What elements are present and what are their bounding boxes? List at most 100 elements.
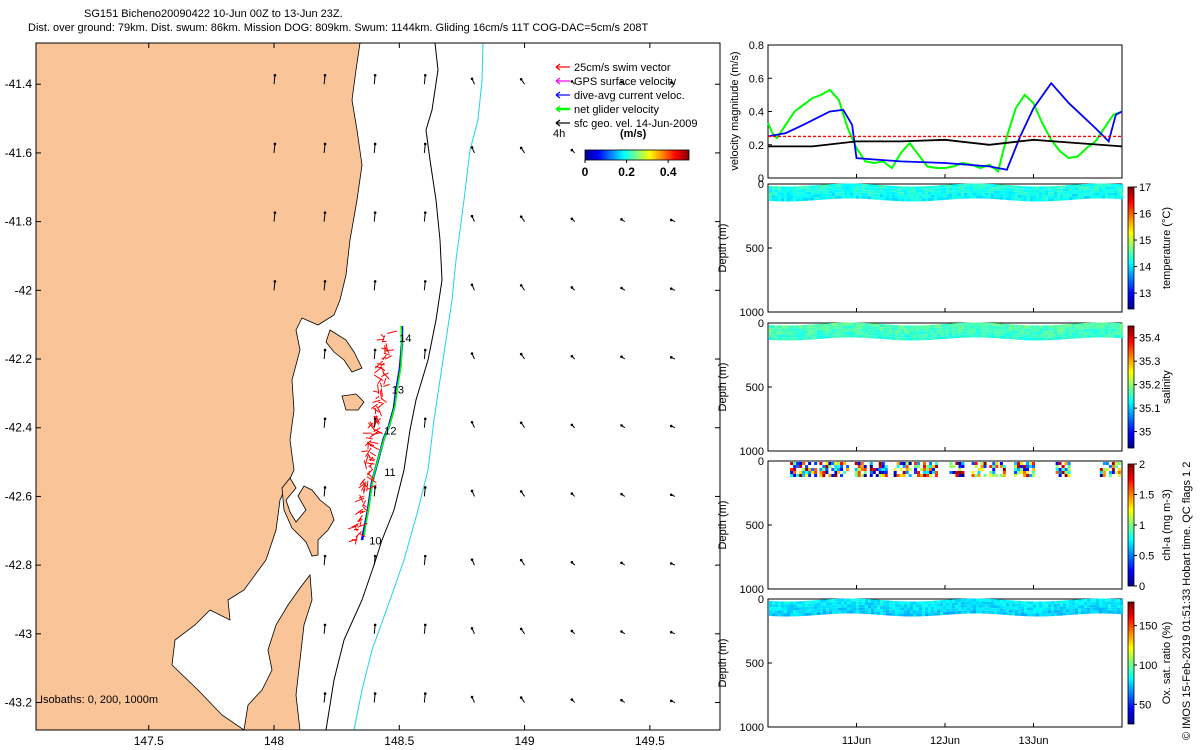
velocity-panel: 0 0.2 0.4 0.6 0.8 velocity magnitude (m/s) <box>729 40 1123 185</box>
sfc-vector-head <box>519 352 523 356</box>
profile-colorbar-tick-label: 35.4 <box>1139 333 1160 345</box>
sfc-vector-head <box>570 698 574 701</box>
swim-vector <box>383 377 387 385</box>
sfc-vector-head <box>669 287 673 290</box>
swim-vector <box>384 349 395 352</box>
swim-vector <box>365 437 373 440</box>
sfc-vector-head <box>323 211 327 214</box>
profile-colorbar-tick-label: 35 <box>1139 427 1151 439</box>
speed-colorbar-ticks: 0 0.2 0.4 <box>582 160 677 179</box>
map-xtick-label: 149 <box>515 734 535 748</box>
sfc-vector-head <box>470 489 474 493</box>
legend-arrowhead <box>555 77 561 85</box>
sfc-vector-head <box>373 554 377 558</box>
velocity-ytick-label: 0.8 <box>749 40 764 52</box>
sfc-vector-head <box>373 417 377 421</box>
sfc-vector-head <box>519 284 523 287</box>
sfc-vector-head <box>373 692 377 695</box>
depth-ytick-label: 0 <box>758 594 764 606</box>
sfc-vector-head <box>669 493 673 497</box>
peninsula-land <box>243 573 313 730</box>
swim-vector <box>359 510 366 515</box>
map-ytick-label: -42.4 <box>5 421 33 435</box>
track-day-labels: 10 11 12 13 14 <box>369 333 411 548</box>
sfc-vector-head <box>570 148 574 152</box>
sfc-vector-head <box>423 348 427 352</box>
map-xtick-label: 148.5 <box>384 734 414 748</box>
profile-colorbar-tick-label: 35.3 <box>1139 356 1160 368</box>
sfc-vector-head <box>570 629 574 633</box>
sfc-vector-head <box>669 630 673 634</box>
sfc-vector <box>423 693 426 703</box>
sfc-vector-head <box>373 348 377 352</box>
sfc-vector-head <box>669 356 673 359</box>
velocity-ytick-label: 0.4 <box>749 107 764 119</box>
profile-plot-area <box>767 598 1123 728</box>
swim-vector <box>348 538 357 543</box>
profile-panel: 0 500 1000 Depth (m) 0 0.5 1 1.5 2 chl-a (mg m-3) <box>717 456 1173 596</box>
sfc-vector-head <box>323 73 327 77</box>
sfc-vector <box>373 281 376 291</box>
swim-vector <box>375 415 380 424</box>
depth-ytick-label: 500 <box>746 658 764 670</box>
swim-vector <box>375 419 380 425</box>
velocity-ytick-label: 0.6 <box>749 73 764 85</box>
sfc-vector-head <box>323 142 327 146</box>
sfc-vector <box>373 350 376 360</box>
velocity-ytick-label: 0 <box>758 173 764 185</box>
swim-vector <box>380 397 387 403</box>
velocity-series-line <box>768 138 1123 148</box>
map-ytick-label: -42 <box>15 283 33 297</box>
swim-vector <box>376 405 381 413</box>
sfc-vector-head <box>470 146 474 149</box>
sfc-vector-head <box>519 215 523 218</box>
swim-vector <box>358 532 366 538</box>
swim-vector <box>363 460 368 470</box>
swim-vector <box>387 330 398 334</box>
profile-colorbar-tick-label: 17 <box>1139 182 1151 194</box>
sfc-vector-head <box>423 554 427 558</box>
swim-vector <box>361 450 369 453</box>
swim-vector <box>367 422 374 429</box>
sfc-vector <box>323 75 326 85</box>
swim-vector <box>354 508 364 515</box>
swim-vector <box>351 522 359 528</box>
sfc-vector-head <box>620 286 623 290</box>
isobaths-label: Isobaths: 0, 200, 1000m <box>40 694 158 706</box>
sfc-vector <box>323 281 326 291</box>
swim-vector <box>354 497 365 503</box>
sfc-vector-head <box>669 218 673 222</box>
velocity-axis-ticks: 0 0.2 0.4 0.6 0.8 <box>749 40 772 185</box>
swim-vector <box>374 366 383 374</box>
depth-ytick-label: 1000 <box>740 307 764 319</box>
tasmania-land <box>36 43 363 730</box>
swim-vector <box>383 352 391 356</box>
profile-colorbar-tick-label: 13 <box>1139 288 1151 300</box>
sfc-vector-head <box>519 146 523 150</box>
sfc-vector-head <box>620 424 623 427</box>
sfc-vector <box>323 350 326 360</box>
swim-vector <box>359 521 362 527</box>
swim-vector <box>379 382 383 388</box>
depth-ylabel: Depth (m) <box>717 363 729 412</box>
header-title: SG151 Bicheno20090422 10-Jun 00Z to 13-J… <box>84 8 343 20</box>
sfc-vector-head <box>470 352 474 355</box>
sfc-vector-head <box>423 417 427 421</box>
depth-ytick-label: 0 <box>758 179 764 191</box>
profile-data-points <box>790 462 1121 477</box>
map-ytick-label: -43.2 <box>5 696 33 710</box>
sfc-vector-head <box>373 280 377 283</box>
sfc-vector-head <box>323 486 327 489</box>
swim-vector <box>363 506 368 512</box>
sfc-vector <box>323 487 326 497</box>
profile-colorbar-tick-label: 15 <box>1139 235 1151 247</box>
profile-panel: 0 500 1000 Depth (m) 50 100 150 Ox. sat. ratio … <box>717 594 1173 734</box>
map-ytick-label: -41.8 <box>5 215 33 229</box>
swim-vector <box>367 484 377 490</box>
swim-vector <box>359 494 364 503</box>
sfc-vector <box>373 556 376 566</box>
sfc-vector <box>423 281 426 291</box>
depth-ytick-label: 0 <box>758 456 764 468</box>
sfc-vector <box>323 418 326 428</box>
